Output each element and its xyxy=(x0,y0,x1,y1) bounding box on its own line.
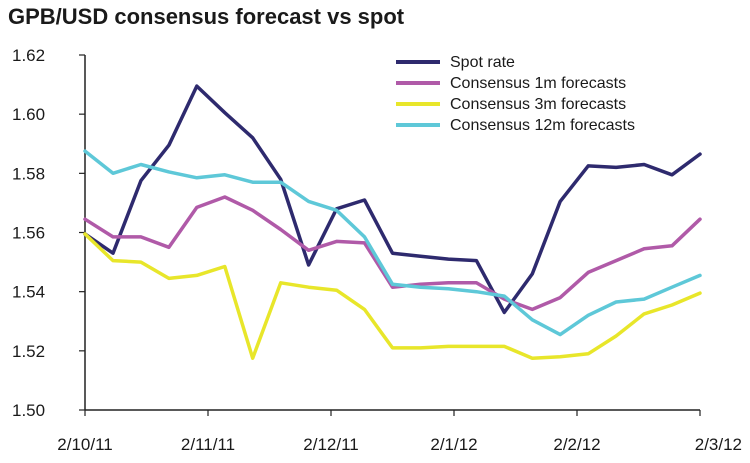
chart-legend: Spot rate Consensus 1m forecasts Consensus… xyxy=(396,54,635,134)
y-tick-label: 1.56 xyxy=(12,224,45,243)
y-tick-label: 1.50 xyxy=(12,401,45,420)
x-tick-label: 2/1/12 xyxy=(430,435,477,454)
x-tick-label: 2/12/11 xyxy=(303,435,358,454)
chart-title: GPB/USD consensus forecast vs spot xyxy=(8,4,405,29)
legend-label: Consensus 1m forecasts xyxy=(450,75,626,92)
legend-label: Spot rate xyxy=(450,54,515,71)
series-line-4 xyxy=(83,149,702,337)
y-axis-ticks: 1.50 1.52 1.54 1.56 1.58 1.60 1.62 xyxy=(12,46,85,420)
series-line-1 xyxy=(83,84,702,315)
y-tick-label: 1.60 xyxy=(12,105,45,124)
x-tick-label: 2/3/12 xyxy=(695,435,742,454)
x-tick-label: 2/10/11 xyxy=(57,435,112,454)
legend-label: Consensus 12m forecasts xyxy=(450,117,635,134)
y-tick-label: 1.58 xyxy=(12,164,45,183)
y-tick-label: 1.52 xyxy=(12,342,45,361)
series-line-3 xyxy=(83,232,702,360)
y-tick-label: 1.62 xyxy=(12,46,45,65)
legend-label: Consensus 3m forecasts xyxy=(450,96,626,113)
chart-series xyxy=(83,84,702,360)
x-axis-ticks: 2/10/11 2/11/11 2/12/11 2/1/12 2/2/12 2/3/12 xyxy=(57,410,742,454)
x-tick-label: 2/2/12 xyxy=(553,435,600,454)
y-tick-label: 1.54 xyxy=(12,283,45,302)
x-tick-label: 2/11/11 xyxy=(181,435,235,454)
series-line-2 xyxy=(83,195,702,312)
